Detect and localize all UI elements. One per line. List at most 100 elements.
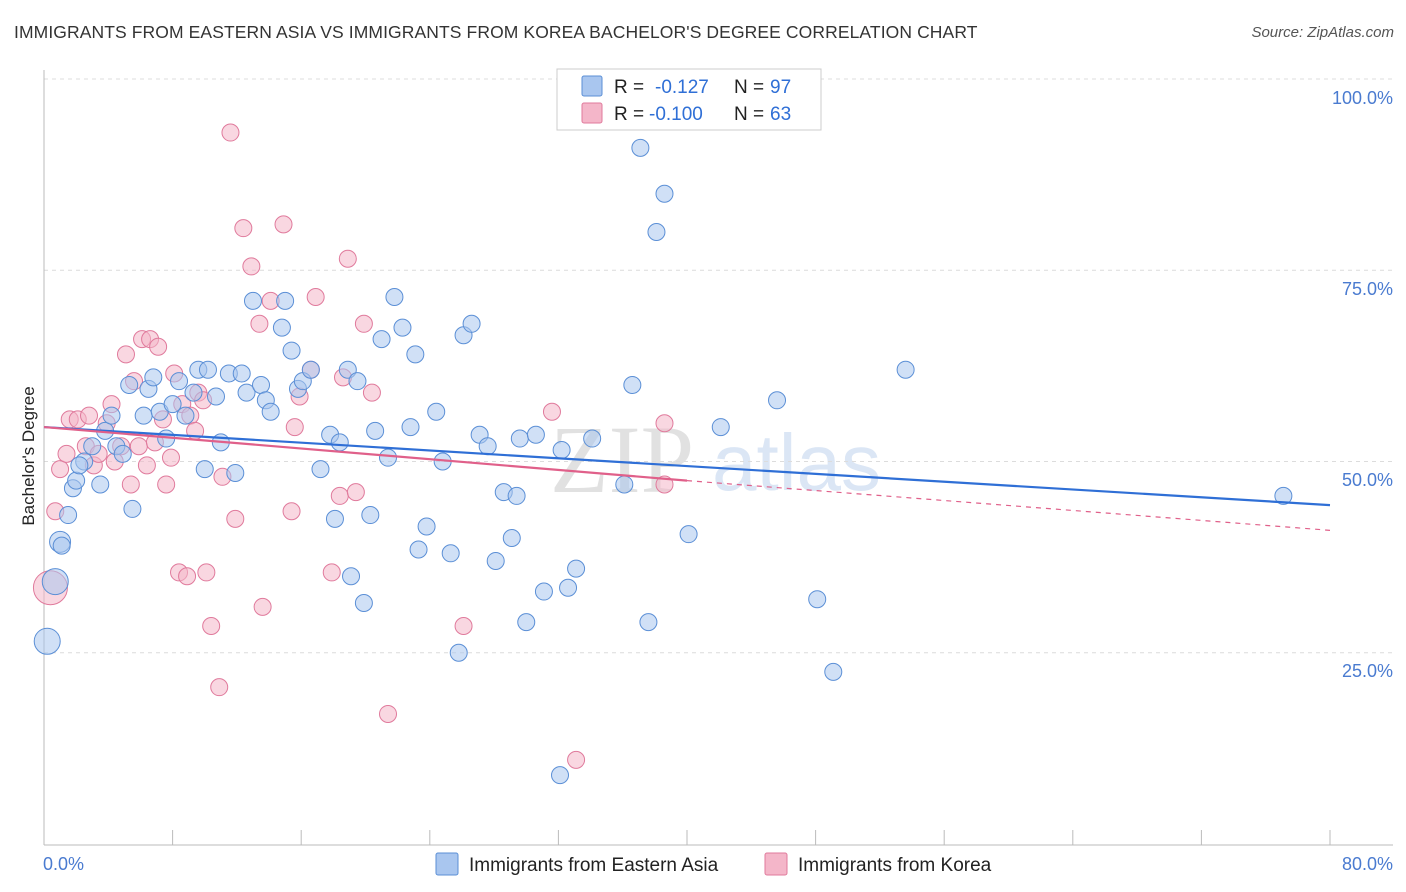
eastern-asia-point — [507, 486, 526, 505]
x-tick-0: 0.0% — [43, 854, 84, 874]
korea-point — [542, 402, 561, 421]
eastern-asia-point — [325, 509, 344, 528]
korea-point — [51, 460, 70, 479]
korea-point — [567, 750, 586, 769]
eastern-asia-point — [163, 395, 182, 414]
eastern-asia-point — [232, 364, 251, 383]
eastern-asia-point — [113, 444, 132, 463]
bottom-legend-swatch-blue — [435, 852, 459, 876]
eastern-asia-point — [393, 318, 412, 337]
bottom-legend-swatch-pink — [764, 852, 788, 876]
bottom-legend: Immigrants from Eastern Asia Immigrants … — [435, 852, 992, 876]
korea-point — [285, 418, 304, 437]
korea-point — [250, 314, 269, 333]
eastern-asia-point — [526, 425, 545, 444]
eastern-asia-point — [83, 437, 102, 456]
legend-n-value-pink: 63 — [770, 104, 791, 125]
korea-point — [149, 337, 168, 356]
bottom-legend-label-pink: Immigrants from Korea — [798, 855, 992, 876]
eastern-asia-point — [768, 391, 787, 410]
eastern-asia-point — [534, 582, 553, 601]
korea-point — [210, 678, 229, 697]
korea-point — [202, 616, 221, 635]
eastern-asia-point — [170, 372, 189, 391]
eastern-asia-point — [824, 662, 843, 681]
korea-point — [282, 502, 301, 521]
eastern-asia-point — [639, 613, 658, 632]
eastern-asia-point — [655, 184, 674, 203]
eastern-asia-point — [615, 475, 634, 494]
eastern-asia-point — [91, 475, 110, 494]
korea-point — [226, 509, 245, 528]
legend-r-value-pink: -0.100 — [649, 104, 703, 125]
korea-point — [129, 437, 148, 456]
eastern-asia-point — [33, 627, 61, 655]
korea-point — [57, 444, 76, 463]
eastern-asia-point — [583, 429, 602, 448]
x-tick-80: 80.0% — [1342, 854, 1393, 874]
eastern-asia-point — [348, 372, 367, 391]
eastern-asia-point — [70, 456, 89, 475]
eastern-asia-point — [176, 406, 195, 425]
eastern-asia-point — [195, 460, 214, 479]
eastern-asia-point — [401, 418, 420, 437]
eastern-asia-point — [406, 345, 425, 364]
korea-point — [242, 257, 261, 276]
korea-point — [178, 567, 197, 586]
eastern-asia-point — [52, 536, 71, 555]
eastern-asia-point — [808, 590, 827, 609]
eastern-asia-point — [272, 318, 291, 337]
korea-point — [322, 563, 341, 582]
top-legend: R = -0.127 N = 97 R = -0.100 N = 63 — [556, 68, 822, 131]
y-tick-25: 25.0% — [1342, 661, 1393, 681]
eastern-asia-point — [478, 437, 497, 456]
eastern-asia-point — [338, 360, 357, 379]
eastern-asia-point — [379, 448, 398, 467]
legend-n-value-blue: 97 — [770, 77, 791, 98]
eastern-asia-point — [427, 402, 446, 421]
eastern-asia-point — [120, 376, 139, 394]
trend-line-eastern-asia — [43, 425, 1331, 507]
eastern-asia-point — [102, 406, 121, 425]
korea-point — [354, 314, 373, 333]
chart-title: IMMIGRANTS FROM EASTERN ASIA VS IMMIGRAN… — [14, 22, 978, 42]
legend-n-label-blue: N = — [734, 77, 764, 98]
eastern-asia-point — [237, 383, 256, 402]
legend-r-label-pink: R = — [614, 104, 644, 125]
eastern-asia-point — [385, 288, 404, 307]
eastern-asia-point — [301, 360, 320, 379]
korea-point — [121, 475, 140, 494]
eastern-asia-point — [330, 433, 349, 452]
eastern-asia-point — [567, 559, 586, 578]
eastern-asia-point — [198, 360, 217, 379]
eastern-asia-point — [679, 525, 698, 544]
korea-point — [221, 123, 240, 142]
korea-point — [379, 704, 398, 723]
korea-point — [338, 249, 357, 268]
korea-point — [274, 215, 293, 234]
legend-n-label-pink: N = — [734, 104, 764, 125]
korea-point — [306, 288, 325, 307]
korea-point — [346, 483, 365, 502]
eastern-asia-point — [243, 291, 262, 310]
eastern-asia-point — [354, 594, 373, 613]
eastern-asia-point — [486, 551, 505, 570]
eastern-asia-point — [517, 613, 536, 632]
eastern-asia-point — [1274, 486, 1293, 505]
eastern-asia-point — [409, 540, 428, 559]
y-tick-75: 75.0% — [1342, 279, 1393, 299]
watermark-atlas: atlas — [712, 418, 881, 507]
eastern-asia-point — [623, 376, 642, 394]
y-tick-100: 100.0% — [1332, 88, 1393, 108]
korea-point — [253, 597, 272, 616]
eastern-asia-point — [134, 406, 153, 425]
eastern-asia-point — [711, 418, 730, 437]
legend-swatch-blue — [581, 75, 603, 97]
eastern-asia-point — [252, 376, 271, 394]
trend-line-korea-extension — [686, 480, 1331, 531]
eastern-asia-point — [559, 578, 578, 597]
eastern-asia-point — [417, 517, 436, 536]
trend-lines — [43, 425, 1331, 531]
series-eastern-asia-points — [33, 138, 1293, 785]
eastern-asia-point — [631, 138, 650, 157]
